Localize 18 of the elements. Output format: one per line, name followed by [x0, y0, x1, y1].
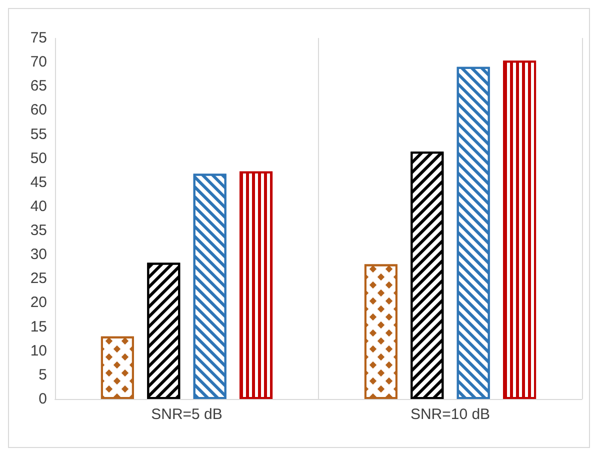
y-tick-label: 65	[30, 78, 47, 95]
x-tick-label: SNR=5 dB	[151, 406, 222, 423]
y-tick-label: 25	[30, 270, 47, 288]
y-tick-label: 75	[30, 30, 47, 46]
y-tick-label: 50	[30, 150, 47, 167]
y-tick-label: 0	[38, 390, 47, 408]
y-tick-label: 40	[30, 198, 47, 215]
y-tick-label: 30	[30, 246, 47, 264]
y-tick-label: 60	[30, 102, 47, 119]
y-tick-label: 45	[30, 174, 47, 191]
y-tick-label: 35	[30, 222, 47, 240]
y-tick-label: 20	[30, 294, 47, 312]
y-tick-label: 15	[30, 318, 47, 336]
y-tick-label: 5	[38, 366, 47, 384]
y-tick-label: 70	[30, 54, 47, 71]
y-tick-label: 10	[30, 342, 47, 360]
x-tick-label: SNR=10 dB	[410, 406, 490, 423]
y-tick-label: 55	[30, 126, 47, 143]
